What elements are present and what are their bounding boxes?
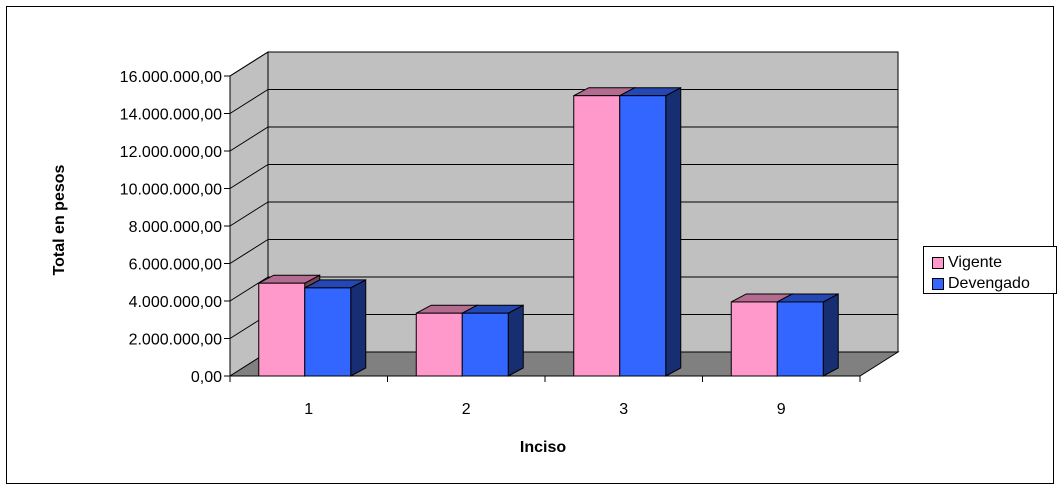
- x-tick-label: 3: [619, 401, 628, 418]
- legend-item-devengado: Devengado: [932, 275, 1030, 293]
- bar-front: [304, 287, 352, 377]
- y-axis-label: Total en pesos: [51, 164, 68, 275]
- bar-side: [665, 86, 682, 377]
- gridline-side: [229, 239, 269, 264]
- y-tick-label: 10.000.000,00: [120, 182, 222, 199]
- axes: [224, 75, 861, 382]
- x-tick-label: 2: [462, 401, 471, 418]
- y-tick-label: 2.000.000,00: [129, 332, 223, 349]
- bar-front: [258, 282, 306, 377]
- gridline-side: [229, 201, 269, 227]
- legend-item-vigente: Vigente: [932, 254, 1002, 272]
- y-tick-label: 0,00: [191, 369, 222, 386]
- legend-swatch-devengado: [932, 278, 944, 290]
- y-tick-label: 12.000.000,00: [120, 144, 222, 161]
- bar-devengado-3: [619, 86, 682, 377]
- gridline-side: [229, 276, 269, 302]
- y-tick-label: 14.000.000,00: [120, 107, 222, 124]
- bar-front: [730, 301, 778, 377]
- gridline-side: [229, 126, 269, 152]
- gridline-side: [229, 89, 269, 114]
- bar-side: [350, 279, 367, 377]
- bars: [258, 86, 839, 377]
- bar-side: [822, 293, 839, 377]
- y-tick-label: 6.000.000,00: [129, 257, 223, 274]
- bar-front: [573, 95, 621, 377]
- bar-devengado-2: [461, 304, 524, 377]
- legend: Vigente Devengado: [923, 246, 1057, 294]
- y-tick-label: 4.000.000,00: [129, 294, 223, 311]
- y-tick-labels: 0,00 2.000.000,00 4.000.000,00 6.000.000,00…: [120, 69, 222, 386]
- x-axis-label: Inciso: [520, 439, 566, 456]
- bar-side: [507, 304, 524, 377]
- bar-front: [619, 95, 667, 377]
- bar-front: [415, 312, 463, 377]
- legend-swatch-vigente: [932, 257, 944, 269]
- bar-front: [461, 312, 509, 377]
- legend-label-vigente: Vigente: [948, 254, 1002, 271]
- x-tick-label: 1: [304, 401, 313, 418]
- y-tick-label: 16.000.000,00: [120, 69, 222, 86]
- bar-devengado-1: [304, 279, 367, 377]
- legend-label-devengado: Devengado: [948, 275, 1030, 292]
- bar-front: [776, 301, 824, 377]
- x-tick-label: 9: [777, 401, 786, 418]
- y-tick-label: 8.000.000,00: [129, 219, 223, 236]
- x-tick-labels: 1 2 3 9: [304, 401, 786, 418]
- gridline-side: [229, 51, 269, 77]
- bar-devengado-9: [776, 293, 839, 377]
- gridline-side: [229, 164, 269, 189]
